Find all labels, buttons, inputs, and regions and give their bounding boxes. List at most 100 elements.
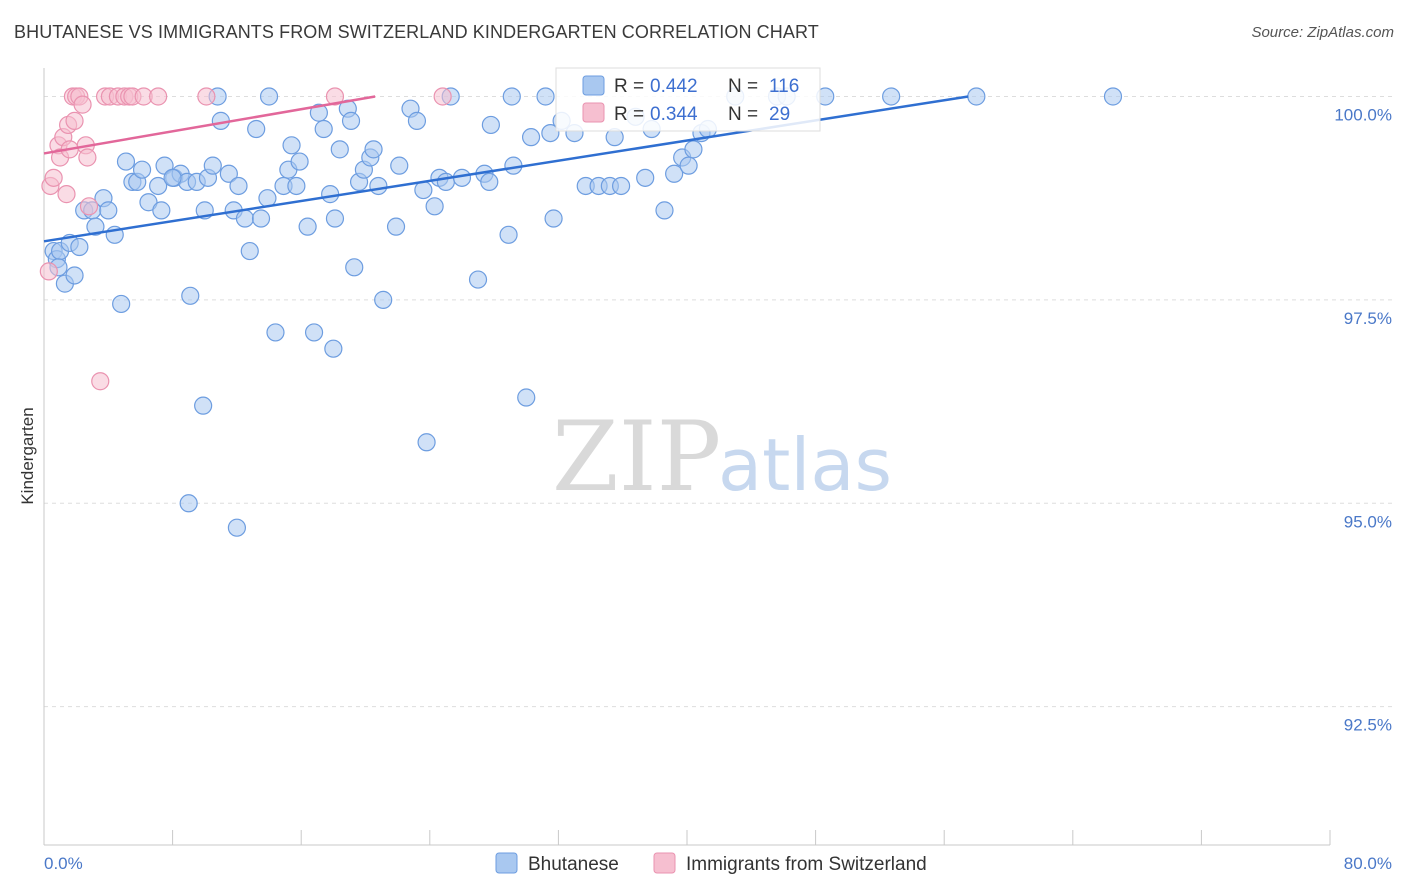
data-point-immigrants [44, 168, 63, 187]
data-point-bhutanese [203, 156, 222, 175]
data-point-bhutanese [194, 396, 213, 415]
chart-title: BHUTANESE VS IMMIGRANTS FROM SWITZERLAND… [14, 22, 819, 42]
y-tick-label: 97.5% [1344, 309, 1392, 328]
data-point-bhutanese [132, 160, 152, 179]
data-point-bhutanese [684, 140, 703, 159]
data-point-immigrants [65, 111, 84, 130]
data-point-immigrants [325, 87, 345, 106]
x-ticks [43, 830, 1331, 845]
data-point-bhutanese [636, 168, 655, 187]
data-point-bhutanese [436, 172, 455, 192]
data-point-bhutanese [468, 270, 488, 289]
legend-n-label-blue: N = [728, 76, 758, 97]
data-point-bhutanese [179, 494, 198, 513]
y-tick-label: 95.0% [1344, 512, 1392, 531]
data-point-bhutanese [304, 323, 324, 342]
data-point-bhutanese [321, 185, 340, 204]
data-point-bhutanese [665, 164, 684, 183]
legend-n-value-blue: 116 [769, 76, 799, 97]
data-point-bhutanese [259, 87, 279, 106]
data-point-bhutanese [181, 286, 200, 305]
data-point-bhutanese [481, 115, 500, 135]
data-point-immigrants [73, 95, 92, 114]
legend-item-bhutanese-swatch [495, 852, 518, 874]
legend-r-label-pink: R = [614, 104, 644, 125]
data-point-immigrants [39, 262, 58, 281]
data-point-bhutanese [235, 209, 255, 228]
series-bhutanese [44, 87, 1123, 537]
data-point-bhutanese [152, 201, 171, 220]
legend-n-value-pink: 29 [769, 104, 790, 125]
data-point-bhutanese [330, 140, 349, 159]
data-point-bhutanese [364, 140, 383, 159]
data-point-immigrants [79, 197, 99, 216]
data-point-bhutanese [679, 156, 698, 175]
x-tick-label-max: 80.0% [1344, 854, 1392, 873]
data-point-bhutanese [149, 176, 168, 196]
y-tick-label: 100.0% [1334, 105, 1392, 124]
correlation-legend: R = 0.442 N = 116 R = 0.344 N = 29 [555, 67, 821, 132]
data-point-bhutanese [417, 433, 436, 452]
data-point-bhutanese [251, 209, 271, 228]
data-point-bhutanese [374, 290, 393, 309]
legend-item-bhutanese: Bhutanese [528, 854, 619, 875]
data-point-bhutanese [480, 172, 499, 192]
legend-item-immigrants-swatch [653, 852, 676, 874]
data-point-bhutanese [655, 201, 674, 220]
legend-swatch-pink [582, 102, 605, 123]
data-point-immigrants [197, 87, 216, 106]
data-point-bhutanese [247, 119, 266, 139]
legend-item-immigrants-from-switzerland: Immigrants from Switzerland [686, 854, 927, 875]
data-point-immigrants [57, 185, 76, 204]
legend-r-value-blue: 0.442 [650, 76, 698, 97]
data-point-immigrants [91, 372, 110, 391]
data-point-bhutanese [116, 152, 136, 171]
trend-line-immigrants [43, 95, 376, 155]
legend-r-value-pink: 0.344 [650, 104, 698, 125]
data-point-bhutanese [290, 152, 309, 171]
y-tick-label: 92.5% [1344, 716, 1392, 735]
data-point-bhutanese [544, 209, 563, 228]
data-point-bhutanese [967, 87, 986, 106]
data-point-bhutanese [345, 258, 364, 277]
data-point-bhutanese [369, 176, 388, 196]
data-point-bhutanese [536, 87, 555, 106]
data-point-immigrants [149, 87, 168, 106]
data-point-bhutanese [266, 323, 285, 342]
data-point-bhutanese [324, 339, 343, 358]
data-point-bhutanese [341, 111, 361, 130]
data-point-bhutanese [287, 176, 306, 196]
watermark-zip: ZIP [552, 401, 721, 513]
data-point-bhutanese [112, 294, 131, 314]
legend-n-label-pink: N = [728, 104, 758, 125]
data-point-bhutanese [163, 168, 182, 187]
data-point-immigrants [433, 87, 452, 106]
x-tick-label-min: 0.0% [44, 854, 83, 873]
data-point-bhutanese [521, 128, 541, 147]
data-point-bhutanese [407, 111, 427, 130]
data-point-bhutanese [65, 266, 84, 285]
series-immigrants-from-switzerland [39, 87, 452, 391]
data-point-bhutanese [611, 176, 631, 196]
data-point-bhutanese [499, 225, 518, 244]
y-tick-labels: 92.5% 95.0% 97.5% 100.0% [1334, 105, 1392, 734]
data-point-bhutanese [229, 176, 248, 196]
data-point-bhutanese [390, 156, 409, 175]
legend-swatch-blue [582, 75, 605, 96]
data-point-bhutanese [219, 164, 238, 183]
data-point-bhutanese [517, 388, 536, 407]
data-point-bhutanese [240, 241, 259, 261]
data-point-bhutanese [314, 119, 333, 139]
data-point-immigrants [78, 148, 97, 167]
data-point-bhutanese [282, 136, 301, 155]
data-point-bhutanese [1103, 87, 1123, 106]
data-point-bhutanese [298, 217, 317, 236]
source-label: Source: ZipAtlas.com [1251, 24, 1394, 41]
data-point-bhutanese [139, 193, 158, 212]
series-legend: Bhutanese Immigrants from Switzerland [495, 852, 927, 875]
y-axis-label: Kindergarten [18, 407, 37, 504]
data-point-bhutanese [227, 518, 246, 537]
data-point-bhutanese [882, 87, 901, 106]
data-point-bhutanese [414, 180, 433, 200]
